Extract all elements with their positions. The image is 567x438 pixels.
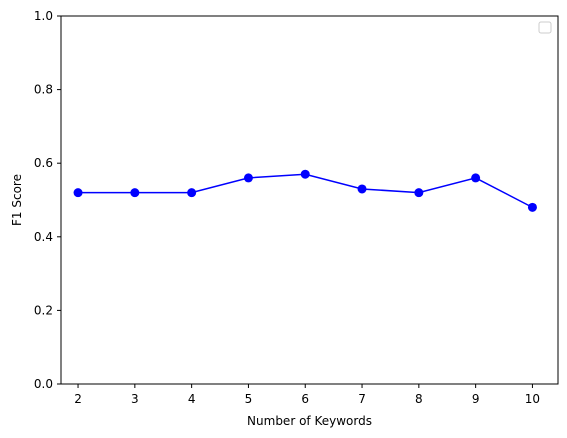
x-tick-label: 9 (472, 392, 480, 406)
plot-area (61, 16, 558, 384)
x-tick-label: 10 (525, 392, 540, 406)
data-point-2 (73, 188, 83, 198)
plot-frame (60, 15, 559, 385)
x-axis-label: Number of Keywords (247, 414, 372, 428)
y-tick-label: 0.2 (34, 303, 53, 317)
y-tick-label: 1.0 (34, 9, 53, 23)
x-tick-label: 7 (358, 392, 366, 406)
x-tick-label: 4 (188, 392, 196, 406)
x-tick-label: 2 (74, 392, 82, 406)
x-axis-ticks: 2 3 4 5 6 7 8 9 10 (74, 384, 540, 406)
y-tick-label: 0.8 (34, 83, 53, 97)
y-axis-label: F1 Score (10, 174, 24, 226)
y-tick-label: 0.0 (34, 377, 53, 391)
x-tick-label: 3 (131, 392, 139, 406)
y-tick-label: 0.6 (34, 156, 53, 170)
data-point-9 (471, 173, 481, 183)
series-layer (73, 169, 537, 212)
y-tick-label: 0.4 (34, 230, 53, 244)
data-point-8 (414, 188, 424, 198)
y-axis-ticks: 0.0 0.2 0.4 0.6 0.8 1.0 (34, 9, 61, 391)
x-tick-label: 8 (415, 392, 423, 406)
x-tick-label: 5 (245, 392, 253, 406)
data-point-5 (243, 173, 253, 183)
legend-box (538, 21, 552, 34)
data-point-4 (187, 188, 197, 198)
data-point-6 (300, 169, 310, 179)
data-point-3 (130, 188, 140, 198)
x-tick-label: 6 (301, 392, 309, 406)
data-point-7 (357, 184, 367, 194)
data-point-10 (527, 202, 537, 212)
